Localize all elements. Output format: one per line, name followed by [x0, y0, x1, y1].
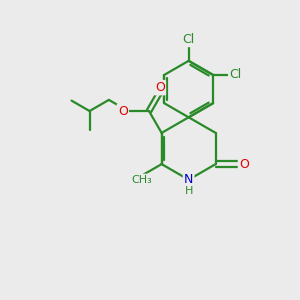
- Text: O: O: [155, 81, 165, 94]
- Text: N: N: [184, 173, 193, 186]
- Text: H: H: [184, 186, 193, 196]
- Text: Cl: Cl: [182, 33, 195, 46]
- Text: CH₃: CH₃: [132, 175, 152, 185]
- Text: O: O: [118, 104, 128, 118]
- Text: Cl: Cl: [229, 68, 242, 82]
- Text: O: O: [239, 158, 249, 171]
